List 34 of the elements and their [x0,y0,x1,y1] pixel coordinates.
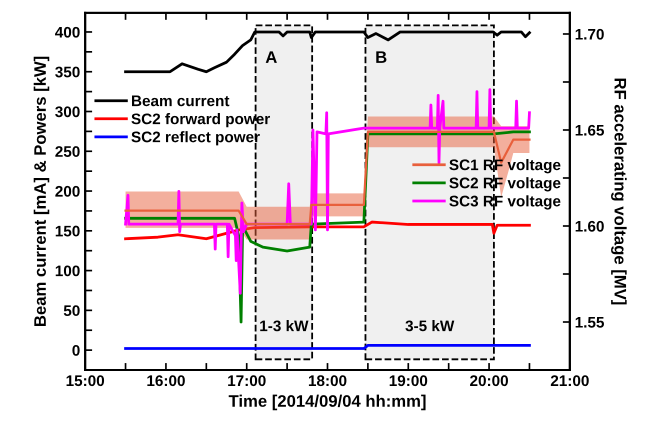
line-series [124,220,531,240]
y-tick-label: 100 [56,265,80,276]
x-tick-label: 20:00 [470,375,508,386]
band-label: A [266,51,277,63]
y-tick-label: 250 [55,146,80,157]
annotation: 1-3 kW [260,320,308,332]
legend-label: SC2 reflect power [131,131,260,146]
band-label: B [376,51,386,63]
y2-tick-label: 1.55 [576,317,604,328]
x-tick-label: 18:00 [308,375,346,386]
x-tick-label: 15:00 [66,375,104,386]
x-tick-label: 21:00 [550,375,589,386]
y-tick-label: 350 [55,66,80,78]
y-tick-label: 400 [55,26,80,38]
x-tick-label: 17:00 [228,375,266,386]
legend-label: SC2 RF voltage [449,177,560,192]
x-axis-title: Time [2014/09/04 hh:mm] [228,394,426,410]
y-tick-label: 50 [64,305,80,316]
annotation: 3-5 kW [405,320,454,332]
legend-label: SC3 RF voltage [449,195,560,210]
legend-label: SC2 forward power [131,113,270,128]
y-tick-label: 200 [55,186,80,197]
y2-tick-label: 1.70 [576,28,604,40]
x-tick-label: 16:00 [147,375,185,386]
y2-axis-title: RF accelerating voltage [MV] [611,78,627,304]
legend-label: SC1 RF voltage [449,159,560,174]
y2-tick-label: 1.65 [576,124,604,136]
y-axis-title: Beam current [mA] & Powers [kW] [34,56,50,326]
y-tick-label: 300 [55,106,80,118]
x-tick-label: 19:00 [390,375,428,386]
y-tick-label: 0 [72,344,80,356]
y2-tick-label: 1.60 [576,220,604,232]
legend-label: Beam current [132,96,230,106]
y-tick-label: 150 [56,226,80,236]
